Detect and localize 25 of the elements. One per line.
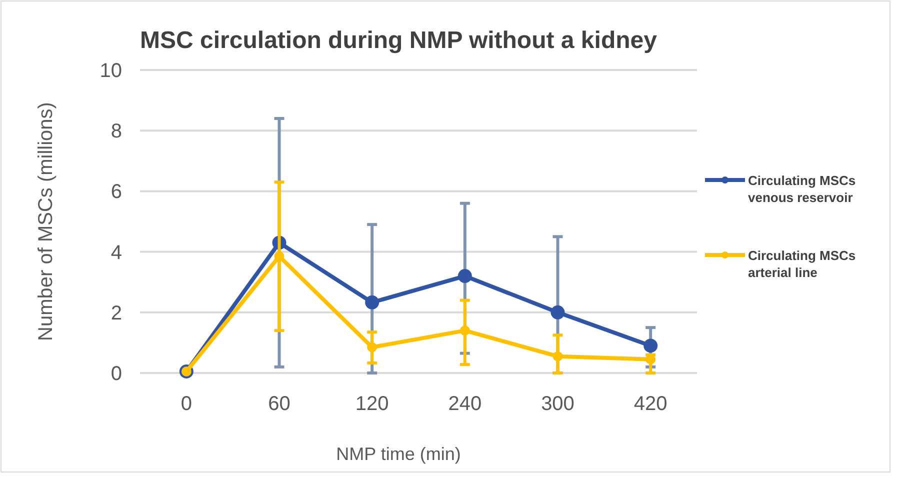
point — [550, 305, 565, 320]
y-tick-label: 0 — [110, 363, 122, 385]
x-tick-label: 240 — [448, 393, 482, 415]
point — [552, 351, 563, 362]
point — [458, 269, 472, 284]
x-tick-label: 120 — [355, 393, 389, 415]
point — [365, 295, 380, 310]
y-tick-label: 2 — [110, 302, 122, 324]
legend-label: Circulating MSCs venous reservoir — [748, 173, 856, 205]
x-axis-title: NMP time (min) — [336, 444, 461, 464]
chart-title: MSC circulation during NMP without a kidney — [140, 27, 658, 54]
point — [367, 342, 378, 352]
point — [460, 326, 470, 336]
point — [644, 338, 658, 353]
x-tick-label: 300 — [541, 393, 574, 415]
x-tick-label: 0 — [180, 393, 192, 415]
y-tick-label: 6 — [110, 181, 122, 204]
y-tick-label: 8 — [110, 120, 122, 143]
y-axis-title: Number of MSCs (millions) — [35, 102, 57, 341]
legend-label: Circulating MSCs arterial line — [748, 248, 856, 280]
x-tick-label: 60 — [268, 393, 290, 415]
y-tick-label: 10 — [100, 60, 122, 82]
y-tick-label: 4 — [110, 242, 122, 264]
point — [274, 251, 284, 262]
x-tick-label: 420 — [634, 393, 668, 415]
